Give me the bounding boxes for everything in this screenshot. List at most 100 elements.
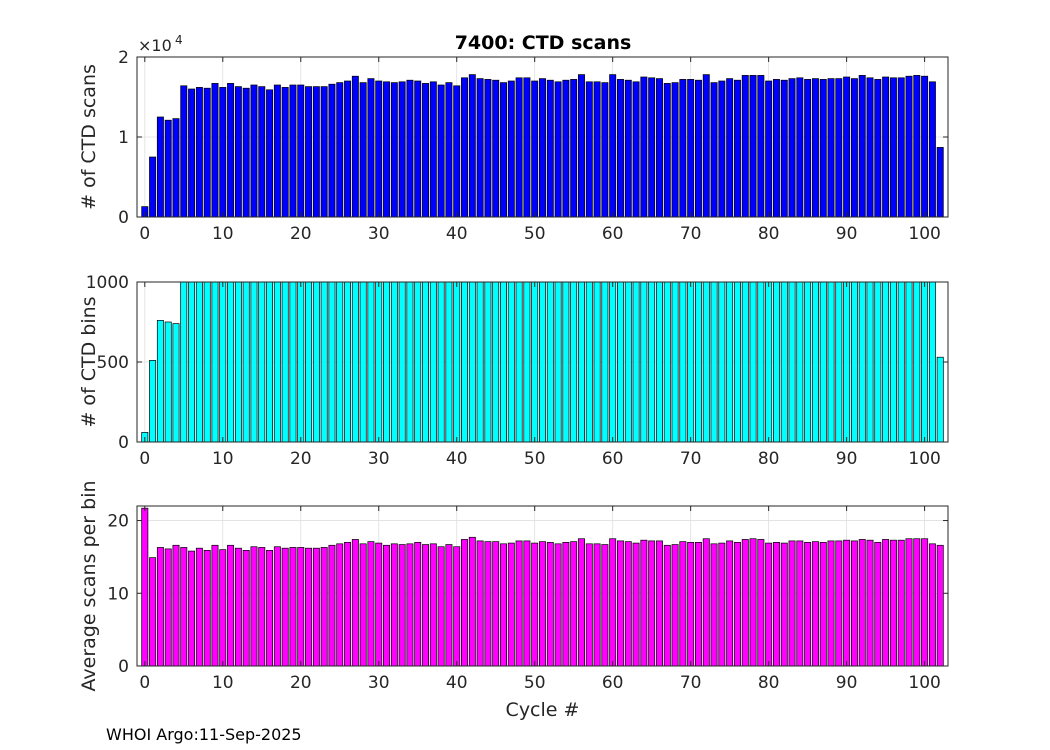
bar-cycle-41 [461, 281, 468, 443]
bar-cycle-100 [921, 281, 929, 443]
x-tick-label: 90 [836, 224, 858, 244]
bar-cycle-62 [624, 79, 632, 218]
bar-cycle-59 [601, 281, 609, 443]
x-tick-label: 30 [368, 449, 390, 469]
bar-cycle-1 [149, 156, 157, 218]
bar-cycle-47 [507, 542, 515, 667]
bar-cycle-82 [780, 281, 788, 443]
bar-cycle-51 [539, 78, 546, 218]
bar-cycle-42 [468, 281, 476, 443]
bar-cycle-38 [437, 546, 445, 667]
bar-cycle-78 [749, 281, 757, 443]
bar-cycle-30 [375, 281, 383, 443]
bar-cycle-39 [445, 281, 453, 443]
bar-cycle-61 [617, 540, 624, 667]
bar-cycle-27 [351, 75, 359, 218]
bar-cycle-60 [609, 281, 617, 443]
bar-cycle-93 [866, 539, 874, 667]
x-tick-label: 10 [212, 673, 234, 693]
bar-cycle-81 [772, 542, 780, 667]
bar-cycle-51 [539, 281, 546, 443]
bar-cycle-91 [850, 540, 858, 667]
bar-cycle-2 [156, 116, 164, 218]
bar-cycle-99 [913, 538, 921, 667]
x-tick-label: 10 [212, 449, 234, 469]
x-tick-label: 80 [758, 673, 780, 693]
bar-cycle-50 [531, 542, 539, 667]
bar-cycle-53 [554, 543, 562, 667]
bar-cycle-95 [882, 76, 890, 218]
y-tick-label: 0 [118, 208, 129, 228]
bar-cycle-25 [336, 543, 344, 667]
bar-cycle-4 [172, 544, 180, 667]
bar-cycle-19 [289, 84, 297, 218]
bar-cycle-34 [406, 79, 414, 218]
bar-cycle-69 [679, 281, 687, 443]
bar-cycle-90 [843, 539, 851, 667]
bar-cycle-74 [718, 542, 726, 667]
bar-cycle-2 [156, 547, 164, 667]
bar-cycle-85 [804, 542, 812, 667]
bar-cycle-25 [336, 281, 344, 443]
bar-cycle-19 [289, 281, 297, 443]
y-tick-label: 2 [118, 48, 129, 68]
bar-cycle-67 [663, 544, 671, 667]
x-tick-label: 100 [908, 449, 940, 469]
chart-panel-3: 0 10 20 30 40 50 60 70 80 90 100 0 10 20 Average scans… [78, 480, 949, 721]
bar-cycle-62 [624, 281, 632, 443]
bar-cycle-76 [733, 542, 741, 667]
bar-cycle-47 [507, 80, 515, 218]
y-axis-label: # of CTD bins [78, 296, 100, 427]
bar-cycle-70 [687, 281, 695, 443]
bar-cycle-1 [149, 557, 157, 667]
bar-cycle-27 [351, 281, 359, 443]
bar-cycle-72 [702, 538, 710, 667]
bar-cycle-13 [242, 281, 250, 443]
y-tick-label: 20 [107, 512, 129, 532]
x-tick-label: 0 [139, 673, 150, 693]
bar-cycle-96 [889, 539, 897, 667]
bar-cycle-3 [164, 119, 172, 218]
bar-cycle-17 [273, 84, 281, 218]
x-tick-label: 20 [290, 449, 312, 469]
bar-cycle-78 [749, 538, 757, 667]
bar-cycle-60 [609, 74, 617, 218]
bar-cycle-92 [858, 539, 866, 667]
bar-cycle-23 [320, 86, 328, 218]
bar-cycle-96 [889, 77, 897, 218]
x-tick-label: 90 [836, 449, 858, 469]
bar-cycle-88 [827, 281, 835, 443]
bar-cycle-24 [328, 83, 336, 218]
bar-cycle-98 [905, 538, 913, 667]
bar-cycle-6 [188, 281, 196, 443]
bar-cycle-33 [398, 81, 406, 218]
y-axis-label: Average scans per bin [78, 480, 100, 691]
bar-cycle-91 [850, 281, 858, 443]
bar-cycle-14 [250, 84, 258, 218]
bar-cycle-7 [195, 87, 203, 218]
bar-cycle-76 [733, 281, 741, 443]
y-tick-label: 500 [97, 353, 129, 373]
bar-cycle-0 [141, 507, 149, 667]
x-tick-label: 60 [602, 449, 624, 469]
bar-cycle-84 [796, 281, 804, 443]
bar-cycle-89 [835, 281, 843, 443]
y-axis-exponent-power: 4 [175, 33, 183, 47]
bar-cycle-68 [671, 82, 679, 218]
bar-cycle-49 [523, 540, 531, 667]
bar-cycle-77 [741, 75, 749, 218]
bar-cycle-10 [219, 549, 227, 667]
bar-cycle-102 [936, 356, 944, 443]
bar-cycle-88 [827, 78, 835, 218]
bar-cycle-71 [694, 542, 702, 667]
bar-cycle-32 [390, 543, 398, 667]
x-tick-label: 40 [446, 224, 468, 244]
bar-cycle-30 [375, 542, 383, 667]
bar-cycle-56 [578, 538, 585, 667]
bar-cycle-86 [811, 541, 819, 667]
bar-cycle-39 [445, 544, 453, 667]
bar-cycle-102 [936, 544, 944, 667]
bar-cycle-79 [757, 75, 765, 218]
bar-cycle-40 [453, 546, 461, 667]
